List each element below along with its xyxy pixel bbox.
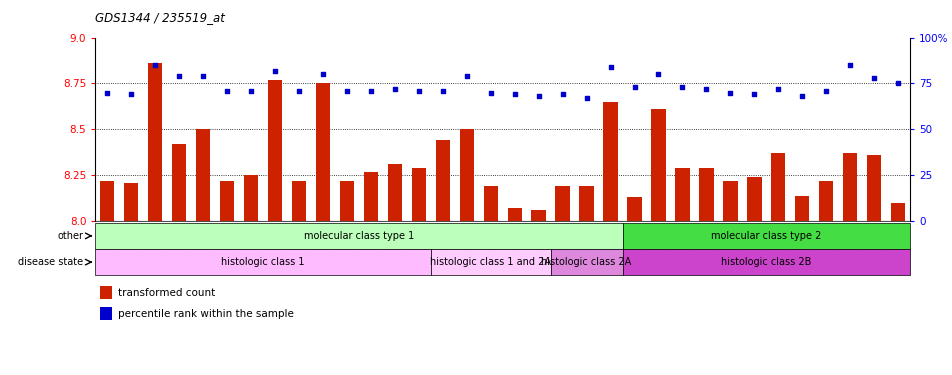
Point: [770, 86, 785, 92]
Bar: [818, 181, 833, 221]
Point: [842, 62, 857, 68]
Point: [865, 75, 881, 81]
Bar: [603, 102, 617, 221]
Bar: [291, 181, 306, 221]
Point: [746, 92, 762, 98]
Bar: [550, 249, 622, 275]
Point: [889, 81, 904, 87]
Bar: [339, 181, 354, 221]
Bar: [699, 168, 713, 221]
Point: [603, 64, 618, 70]
Bar: [171, 144, 187, 221]
Point: [243, 88, 258, 94]
Bar: [794, 195, 808, 221]
Bar: [650, 109, 664, 221]
Text: disease state: disease state: [18, 257, 83, 267]
Bar: [866, 155, 881, 221]
Bar: [100, 286, 112, 299]
Bar: [100, 181, 114, 221]
Point: [626, 84, 642, 90]
Bar: [675, 168, 689, 221]
Bar: [95, 223, 622, 249]
Point: [363, 88, 378, 94]
Bar: [531, 210, 545, 221]
Text: other: other: [57, 231, 83, 241]
Point: [171, 73, 187, 79]
Point: [100, 90, 115, 96]
Point: [268, 68, 283, 74]
Point: [554, 92, 569, 98]
Bar: [507, 209, 522, 221]
Bar: [95, 249, 430, 275]
Bar: [746, 177, 761, 221]
Bar: [555, 186, 569, 221]
Bar: [196, 129, 210, 221]
Bar: [435, 140, 449, 221]
Point: [435, 88, 450, 94]
Text: GDS1344 / 235519_at: GDS1344 / 235519_at: [95, 11, 225, 24]
Point: [579, 95, 594, 101]
Bar: [843, 153, 857, 221]
Point: [315, 71, 330, 77]
Bar: [100, 308, 112, 320]
Point: [124, 92, 139, 98]
Bar: [579, 186, 593, 221]
Text: percentile rank within the sample: percentile rank within the sample: [118, 309, 293, 319]
Point: [698, 86, 713, 92]
Bar: [148, 63, 162, 221]
Text: histologic class 2B: histologic class 2B: [721, 257, 811, 267]
Point: [506, 92, 522, 98]
Bar: [220, 181, 234, 221]
Text: transformed count: transformed count: [118, 288, 215, 298]
Point: [794, 93, 809, 99]
Text: molecular class type 2: molecular class type 2: [710, 231, 821, 241]
Point: [459, 73, 474, 79]
Point: [339, 88, 354, 94]
Bar: [268, 80, 282, 221]
Point: [195, 73, 210, 79]
Point: [674, 84, 689, 90]
Text: histologic class 1: histologic class 1: [221, 257, 305, 267]
Bar: [770, 153, 784, 221]
Point: [219, 88, 234, 94]
Point: [650, 71, 665, 77]
Bar: [124, 183, 138, 221]
Text: histologic class 2A: histologic class 2A: [541, 257, 631, 267]
Point: [818, 88, 833, 94]
Bar: [723, 181, 737, 221]
Point: [722, 90, 737, 96]
Bar: [315, 84, 329, 221]
Bar: [622, 223, 909, 249]
Bar: [364, 172, 378, 221]
Point: [483, 90, 498, 96]
Point: [148, 62, 163, 68]
Bar: [622, 249, 909, 275]
Bar: [890, 203, 904, 221]
Bar: [626, 197, 641, 221]
Point: [410, 88, 426, 94]
Point: [387, 86, 402, 92]
Text: molecular class type 1: molecular class type 1: [304, 231, 413, 241]
Bar: [387, 164, 402, 221]
Bar: [411, 168, 426, 221]
Point: [291, 88, 307, 94]
Bar: [459, 129, 473, 221]
Bar: [483, 186, 497, 221]
Text: histologic class 1 and 2A: histologic class 1 and 2A: [429, 257, 550, 267]
Point: [530, 93, 545, 99]
Bar: [430, 249, 550, 275]
Bar: [244, 176, 258, 221]
